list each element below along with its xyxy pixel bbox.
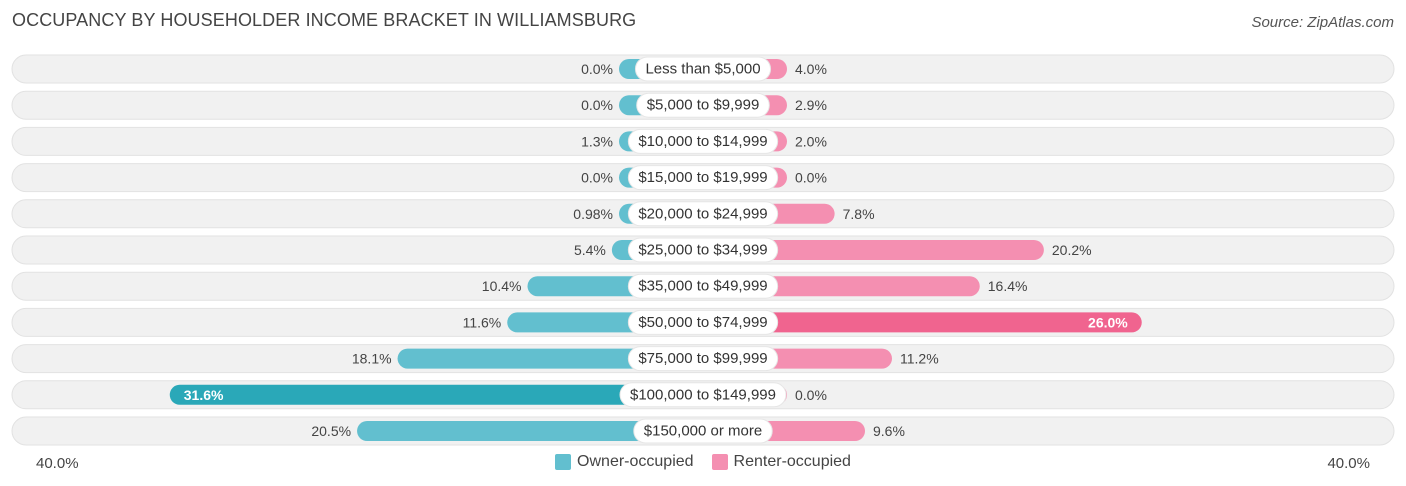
category-label-pill <box>627 309 779 335</box>
chart-canvas: 0.0% 4.0% Less than $5,000 0.0% 2.9% $5,000 t… <box>11 54 1395 446</box>
category-label-pill <box>627 273 779 299</box>
renter-value-label: 26.0% <box>1088 314 1128 330</box>
owner-value-label: 0.98% <box>573 206 613 222</box>
renter-bar <box>703 240 1044 260</box>
category-label: $5,000 to $9,999 <box>647 97 760 114</box>
owner-value-label: 1.3% <box>581 133 613 149</box>
category-label: $25,000 to $34,999 <box>638 242 767 259</box>
category-label: $35,000 to $49,999 <box>638 278 767 295</box>
owner-value-label: 0.0% <box>581 61 613 77</box>
owner-value-label: 31.6% <box>184 387 224 403</box>
renter-value-label: 16.4% <box>988 278 1028 294</box>
category-label: $20,000 to $24,999 <box>638 205 767 222</box>
owner-bar <box>169 384 703 405</box>
category-label-pill <box>627 201 779 227</box>
category-label: $15,000 to $19,999 <box>638 169 767 186</box>
category-label-pill <box>627 165 779 191</box>
category-label: $100,000 to $149,999 <box>630 386 776 403</box>
axis-label-left: 40.0% <box>36 455 79 472</box>
axis-label-right: 40.0% <box>1327 455 1370 472</box>
renter-value-label: 4.0% <box>795 61 827 77</box>
category-label: $75,000 to $99,999 <box>638 350 767 367</box>
category-label-pill <box>627 128 779 154</box>
owner-bar <box>357 421 703 441</box>
category-label-pill <box>633 418 773 444</box>
category-label: $50,000 to $74,999 <box>638 314 767 331</box>
legend: Owner-occupied Renter-occupied <box>0 453 1406 471</box>
category-label-pill <box>634 56 772 82</box>
renter-value-label: 0.0% <box>795 170 827 186</box>
legend-label-renter: Renter-occupied <box>733 453 851 470</box>
source-label: Source: ZipAtlas.com <box>1251 14 1394 31</box>
renter-value-label: 0.0% <box>795 387 827 403</box>
category-label-pill <box>636 92 770 118</box>
owner-bar <box>397 348 703 369</box>
renter-value-label: 9.6% <box>873 423 905 439</box>
renter-bar <box>703 312 1142 333</box>
owner-value-label: 0.0% <box>581 170 613 186</box>
owner-value-label: 11.6% <box>463 314 502 330</box>
category-label: $10,000 to $14,999 <box>638 133 767 150</box>
renter-value-label: 20.2% <box>1052 242 1092 258</box>
legend-item-owner: Owner-occupied <box>555 453 694 471</box>
owner-value-label: 20.5% <box>311 423 351 439</box>
chart-title: OCCUPANCY BY HOUSEHOLDER INCOME BRACKET … <box>12 10 637 30</box>
renter-value-label: 2.0% <box>795 133 827 149</box>
category-label-pill <box>619 382 787 408</box>
renter-value-label: 11.2% <box>900 351 939 367</box>
owner-value-label: 18.1% <box>352 351 392 367</box>
legend-item-renter: Renter-occupied <box>711 453 851 471</box>
legend-label-owner: Owner-occupied <box>577 453 694 470</box>
owner-value-label: 0.0% <box>581 97 613 113</box>
legend-swatch-renter <box>711 454 728 470</box>
legend-swatch-owner <box>555 454 572 470</box>
owner-value-label: 10.4% <box>482 278 522 294</box>
category-label-pill <box>627 346 779 372</box>
category-label: $150,000 or more <box>644 423 762 440</box>
renter-value-label: 7.8% <box>843 206 875 222</box>
category-label: Less than $5,000 <box>645 61 760 78</box>
category-label-pill <box>627 237 779 263</box>
renter-value-label: 2.9% <box>795 97 827 113</box>
owner-value-label: 5.4% <box>574 242 606 258</box>
